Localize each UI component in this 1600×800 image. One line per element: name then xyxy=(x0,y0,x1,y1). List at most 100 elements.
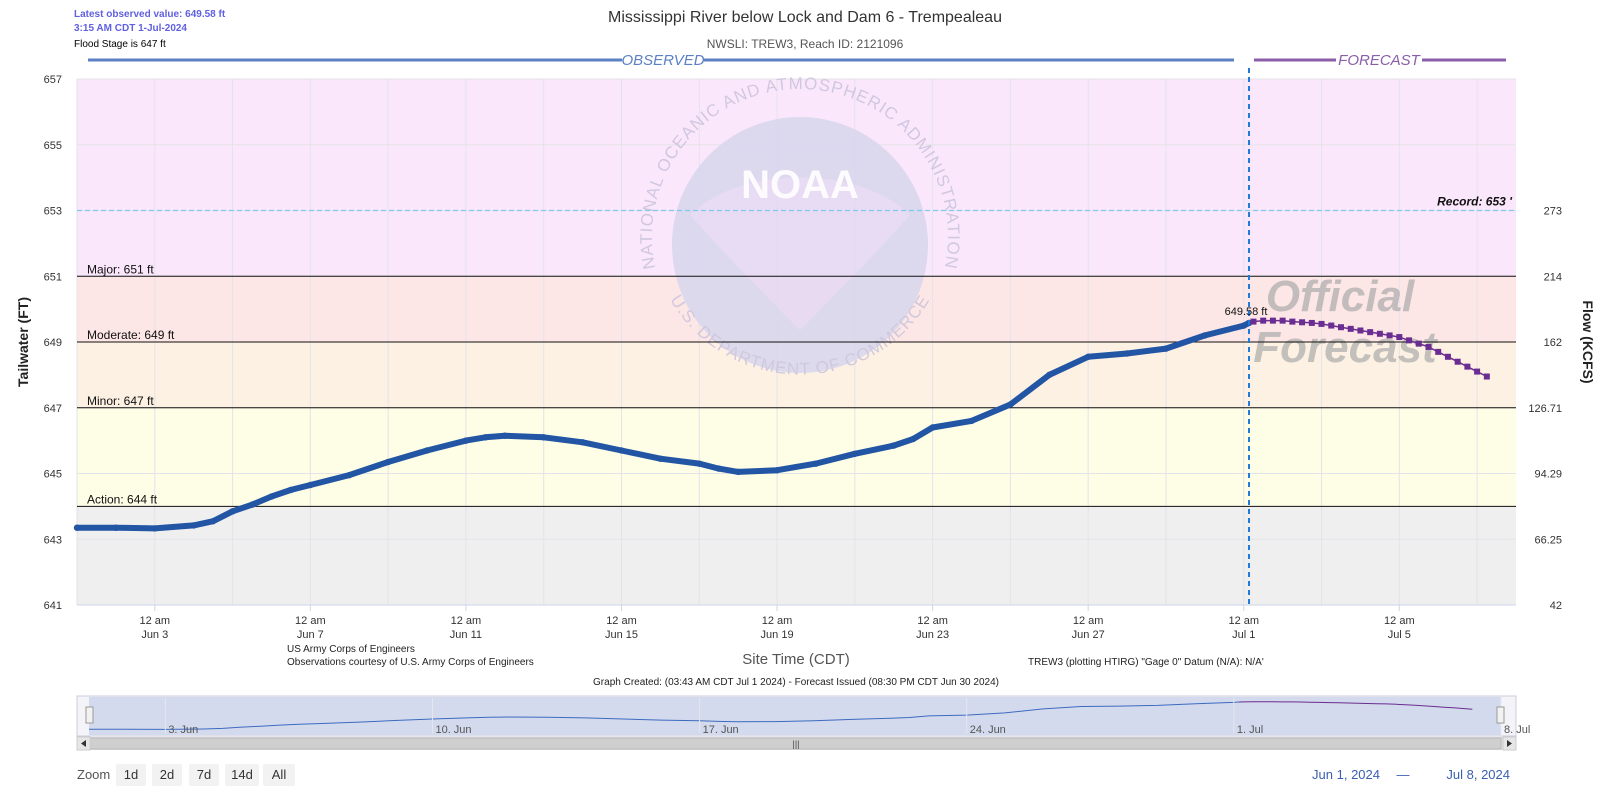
forecast-label: FORECAST xyxy=(1338,52,1422,69)
forecast-point xyxy=(1308,319,1315,326)
zoom-all-label: All xyxy=(272,767,287,782)
observed-point xyxy=(307,481,314,489)
navigator-date-label: 3. Jun xyxy=(168,724,198,736)
range-from-input[interactable]: Jun 1, 2024 xyxy=(1312,767,1380,782)
y2-tick-label: 273 xyxy=(1544,206,1562,218)
x-tick-label-date: Jun 11 xyxy=(450,629,482,641)
x-tick-label-date: Jul 1 xyxy=(1232,629,1255,641)
forecast-point xyxy=(1396,334,1403,341)
observed-point xyxy=(462,437,470,444)
y-tick-label: 645 xyxy=(44,469,62,481)
x-tick-label-date: Jun 3 xyxy=(141,629,168,641)
latest-time-text: 3:15 AM CDT 1-Jul-2024 xyxy=(74,23,187,34)
observed-point xyxy=(1240,322,1247,329)
navigator-date-label: 17. Jun xyxy=(703,724,739,736)
zoom-7d-button[interactable]: 7d xyxy=(189,764,219,786)
zoom-label: Zoom xyxy=(77,767,110,782)
observed-label: OBSERVED xyxy=(621,52,704,69)
forecast-point xyxy=(1337,324,1344,331)
navigator-date-label: 10. Jun xyxy=(435,724,471,736)
threshold-label-minor: Minor: 647 ft xyxy=(87,394,154,408)
zoom-7d-label: 7d xyxy=(197,767,211,782)
observed-point xyxy=(248,501,256,508)
observed-point xyxy=(268,493,275,500)
zone-action xyxy=(77,407,1516,507)
x-tick-label-date: Jul 5 xyxy=(1388,629,1411,641)
y-axis-title: Tailwater (FT) xyxy=(15,297,31,387)
latest-value-text: Latest observed value: 649.58 ft xyxy=(74,9,226,20)
forecast-point xyxy=(1406,337,1413,344)
observed-point xyxy=(112,524,120,531)
zoom-14d-button[interactable]: 14d xyxy=(225,764,259,786)
observed-point xyxy=(287,486,295,494)
navigator-handle-left[interactable] xyxy=(85,706,94,724)
observed-point xyxy=(1084,353,1092,360)
y-tick-label: 655 xyxy=(44,140,62,152)
observed-point xyxy=(734,468,742,476)
forecast-point xyxy=(1444,353,1451,360)
observed-point xyxy=(73,524,81,531)
forecast-point xyxy=(1260,317,1267,324)
zoom-1d-label: 1d xyxy=(124,767,138,782)
official-watermark-line2: Forecast xyxy=(1253,323,1439,372)
x-tick-label-time: 12 am xyxy=(917,615,948,627)
range-to-input[interactable]: Jul 8, 2024 xyxy=(1446,767,1510,782)
threshold-lines: Action: 644 ft Minor: 647 ft Moderate: 649… xyxy=(77,195,1516,507)
observed-point xyxy=(151,525,158,532)
zoom-1d-button[interactable]: 1d xyxy=(116,764,146,786)
x-tick-label-date: Jun 15 xyxy=(605,629,638,641)
navigator-date-label: 24. Jun xyxy=(970,724,1006,736)
navigator-date-label: 8. Jul xyxy=(1504,724,1530,736)
zoom-2d-button[interactable]: 2d xyxy=(152,764,182,786)
zoom-14d-bg xyxy=(225,764,259,786)
range-navigator[interactable]: 3. Jun 10. Jun 17. Jun 24. Jun 1. Jul 8. Jul … xyxy=(76,695,1530,751)
observed-point xyxy=(696,460,703,467)
x-axis: 12 am Jun 3 12 am Jun 7 12 am Jun 11 12 am Jun … xyxy=(139,605,1415,641)
forecast-point xyxy=(1347,325,1354,332)
x-tick-label-time: 12 am xyxy=(606,615,637,627)
threshold-label-action: Action: 644 ft xyxy=(87,492,158,506)
zoom-7d-bg xyxy=(189,764,219,786)
observed-point xyxy=(229,508,236,515)
forecast-point xyxy=(1425,343,1432,350)
navigator-handle-right[interactable] xyxy=(1496,706,1505,724)
forecast-point xyxy=(1250,318,1257,325)
observed-point xyxy=(812,460,820,467)
forecast-point xyxy=(1328,322,1335,329)
y2-tick-label: 66.25 xyxy=(1534,534,1562,546)
forecast-point xyxy=(1318,320,1325,327)
y-tick-label: 643 xyxy=(44,534,62,546)
zoom-14d-label: 14d xyxy=(231,767,253,782)
range-dash: — xyxy=(1397,767,1410,782)
navigator-selection[interactable] xyxy=(89,697,1501,735)
navigator-labels: 3. Jun 10. Jun 17. Jun 24. Jun 1. Jul 8. Jul xyxy=(164,698,1530,736)
record-label: Record: 653 ' xyxy=(1437,195,1513,209)
x-tick-label-time: 12 am xyxy=(295,615,326,627)
x-axis-title: Site Time (CDT) xyxy=(742,651,850,668)
observed-point xyxy=(618,447,625,454)
y2-tick-label: 162 xyxy=(1544,337,1562,349)
forecast-point xyxy=(1357,327,1364,334)
zoom-2d-bg xyxy=(152,764,182,786)
forecast-point xyxy=(1435,348,1442,355)
zoom-all-button[interactable]: All xyxy=(263,764,295,786)
forecast-point xyxy=(1454,358,1461,365)
y-tick-label: 647 xyxy=(44,403,62,415)
forecast-point xyxy=(1376,330,1383,337)
datum-note: TREW3 (plotting HTIRG) "Gage 0" Datum (N… xyxy=(1028,657,1264,668)
forecast-point xyxy=(1279,317,1286,324)
noaa-wordmark: NOAA xyxy=(741,163,859,207)
zoom-all-bg xyxy=(263,764,295,786)
x-tick-label-time: 12 am xyxy=(1073,615,1104,627)
observed-point xyxy=(890,442,897,449)
y2-tick-label: 42 xyxy=(1550,600,1562,612)
x-tick-label-time: 12 am xyxy=(762,615,793,627)
arrow-right-icon xyxy=(1507,740,1512,747)
data-series xyxy=(73,317,1490,532)
x-tick-label-time: 12 am xyxy=(139,615,170,627)
observed-point xyxy=(1201,332,1209,339)
graph-created-text: Graph Created: (03:43 AM CDT Jul 1 2024)… xyxy=(593,677,999,688)
observed-point xyxy=(657,455,664,462)
x-tick-label-date: Jun 27 xyxy=(1072,629,1105,641)
observed-point xyxy=(851,450,859,457)
